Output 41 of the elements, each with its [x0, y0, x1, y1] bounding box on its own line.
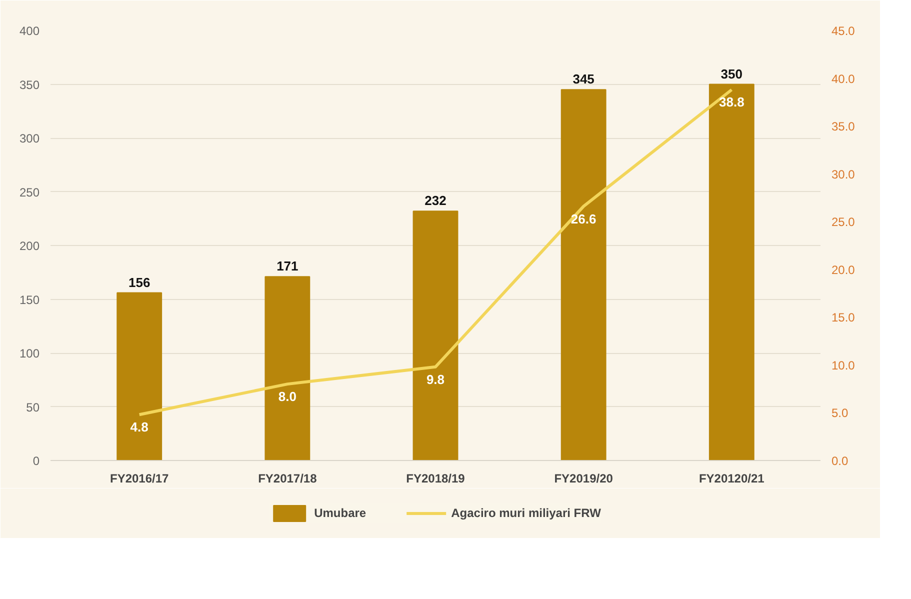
bar — [412, 210, 458, 460]
y-tick-label: 50 — [26, 400, 40, 414]
y-tick-label: 400 — [19, 24, 40, 38]
y-tick-label: 250 — [19, 185, 40, 200]
data-label: 8.0 — [278, 389, 296, 404]
bar — [116, 292, 162, 460]
data-label: 38.8 — [719, 94, 744, 110]
x-tick-label: FY20120/21 — [698, 472, 765, 486]
bar — [708, 84, 754, 460]
y2-tick-label: 40.0 — [832, 72, 856, 86]
y-tick-label: 150 — [19, 292, 40, 307]
y-tick-label: 0 — [32, 454, 40, 468]
y2-tick-label: 25.0 — [832, 215, 856, 230]
y-tick-label: 350 — [19, 78, 40, 92]
y-tick-label: 100 — [19, 346, 40, 360]
x-tick-label: FY2017/18 — [258, 472, 318, 486]
x-tick-label: FY2019/20 — [554, 472, 614, 486]
y2-tick-label: 45.0 — [832, 24, 856, 38]
data-label: 232 — [424, 193, 446, 208]
y2-tick-label: 0.0 — [832, 454, 849, 468]
data-label: 350 — [720, 66, 743, 82]
data-label: 4.8 — [130, 420, 148, 435]
data-label: 9.8 — [426, 372, 445, 387]
legend-label: Umubare — [314, 506, 366, 520]
x-tick-label: FY2016/17 — [110, 472, 170, 486]
y2-tick-label: 20.0 — [832, 262, 856, 277]
bar — [560, 89, 606, 460]
y2-tick-label: 5.0 — [832, 406, 849, 420]
data-label: 171 — [276, 258, 298, 274]
y-tick-label: 300 — [19, 132, 40, 146]
y2-tick-label: 35.0 — [832, 120, 856, 134]
data-label: 26.6 — [570, 211, 596, 226]
x-tick-label: FY2018/19 — [406, 472, 466, 486]
legend-label: Agaciro muri miliyari FRW — [451, 506, 601, 520]
y2-tick-label: 15.0 — [832, 310, 856, 325]
data-label: 156 — [128, 274, 150, 290]
bar — [264, 276, 310, 460]
y2-tick-label: 10.0 — [832, 358, 856, 372]
data-label: 345 — [572, 72, 594, 87]
y2-tick-label: 30.0 — [832, 167, 856, 182]
y-tick-label: 200 — [19, 239, 40, 253]
